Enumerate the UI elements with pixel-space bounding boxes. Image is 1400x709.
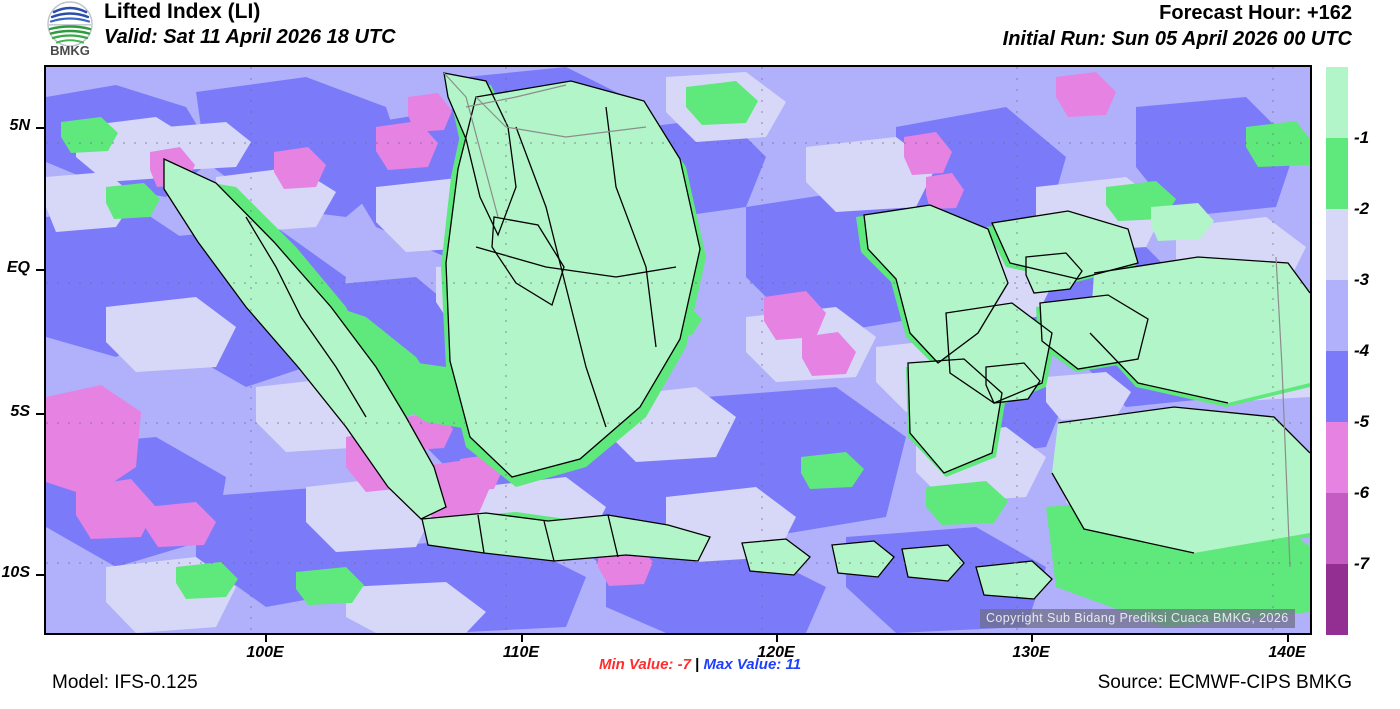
latitude-axis: 5N EQ 5S 10S bbox=[0, 0, 44, 709]
xtick-label-130e: 130E bbox=[1012, 644, 1050, 661]
min-max-value-row: Min Value: -7 | Max Value: 11 bbox=[599, 656, 801, 673]
ytick-label-5n: 5N bbox=[9, 117, 30, 134]
coastline-layer bbox=[163, 72, 1310, 600]
ytick-label-10s: 10S bbox=[1, 564, 30, 581]
xtick-label-140e: 140E bbox=[1268, 644, 1306, 661]
colorbar-tick-minus7: -7 bbox=[1354, 554, 1370, 573]
map-panel[interactable]: Copyright Sub Bidang Prediksi Cuaca BMKG… bbox=[44, 65, 1312, 635]
colorbar-band-7 bbox=[1326, 564, 1348, 635]
colorbar-tick-labels: -1 -2 -3 -4 -5 -6 -7 bbox=[1354, 67, 1398, 635]
xtick-mark-120e bbox=[776, 635, 778, 642]
initial-run-label: Initial Run: Sun 05 April 2026 00 UTC bbox=[1002, 28, 1352, 50]
model-label: Model: IFS-0.125 bbox=[52, 672, 198, 693]
colorbar-tick-minus4: -4 bbox=[1354, 341, 1370, 360]
xtick-label-120e: 120E bbox=[757, 644, 795, 661]
min-value-label: Min Value: bbox=[598, 656, 674, 673]
bmkg-logo-wordmark: BMKG bbox=[50, 43, 90, 58]
header-left: BMKG Lifted Index (LI) Valid: Sat 11 Apr… bbox=[40, 0, 396, 58]
colorbar-band-2 bbox=[1326, 209, 1348, 280]
colorbar bbox=[1326, 67, 1348, 635]
bmkg-logo-icon: BMKG bbox=[47, 1, 93, 58]
border-layer bbox=[443, 72, 1291, 568]
valid-time-label: Valid: Sat 11 April 2026 18 UTC bbox=[104, 26, 396, 48]
colorbar-band-0 bbox=[1326, 67, 1348, 138]
ytick-mark-eq bbox=[36, 269, 44, 271]
colorbar-band-3 bbox=[1326, 280, 1348, 351]
xtick-mark-100e bbox=[265, 635, 267, 642]
ytick-mark-10s bbox=[36, 574, 44, 576]
colorbar-tick-minus3: -3 bbox=[1354, 270, 1370, 289]
ytick-label-5s: 5S bbox=[10, 403, 30, 420]
source-label: Source: ECMWF-CIPS BMKG bbox=[1097, 672, 1352, 693]
colorbar-tick-minus1: -1 bbox=[1354, 128, 1370, 147]
colorbar-band-1 bbox=[1326, 138, 1348, 209]
max-value: 11 bbox=[785, 656, 802, 673]
min-max-separator: | bbox=[695, 656, 700, 673]
longitude-axis: 100E 110E 120E 130E 140E bbox=[0, 635, 1400, 675]
copyright-watermark: Copyright Sub Bidang Prediksi Cuaca BMKG… bbox=[980, 609, 1295, 628]
colorbar-tick-minus5: -5 bbox=[1354, 412, 1370, 431]
ytick-mark-5s bbox=[36, 413, 44, 415]
colorbar-tick-minus6: -6 bbox=[1354, 483, 1370, 502]
ytick-mark-5n bbox=[36, 127, 44, 129]
xtick-label-100e: 100E bbox=[246, 644, 284, 661]
lifted-index-map[interactable] bbox=[46, 67, 1310, 633]
min-value: -7 bbox=[677, 656, 691, 673]
xtick-mark-130e bbox=[1031, 635, 1033, 642]
colorbar-tick-minus2: -2 bbox=[1354, 199, 1370, 218]
forecast-hour-label: Forecast Hour: +162 bbox=[1159, 2, 1352, 24]
xtick-mark-140e bbox=[1287, 635, 1289, 642]
page-title: Lifted Index (LI) bbox=[104, 0, 261, 23]
ytick-label-eq: EQ bbox=[6, 259, 30, 276]
xtick-label-110e: 110E bbox=[502, 644, 540, 661]
header-right: Forecast Hour: +162 Initial Run: Sun 05 … bbox=[1003, 0, 1352, 52]
max-value-label: Max Value: bbox=[703, 656, 782, 673]
colorbar-band-5 bbox=[1326, 422, 1348, 493]
xtick-mark-110e bbox=[521, 635, 523, 642]
footer: Min Value: -7 | Max Value: 11 Model: IFS… bbox=[0, 656, 1400, 709]
colorbar-band-4 bbox=[1326, 351, 1348, 422]
gridlines bbox=[46, 67, 1310, 633]
colorbar-band-6 bbox=[1326, 493, 1348, 564]
